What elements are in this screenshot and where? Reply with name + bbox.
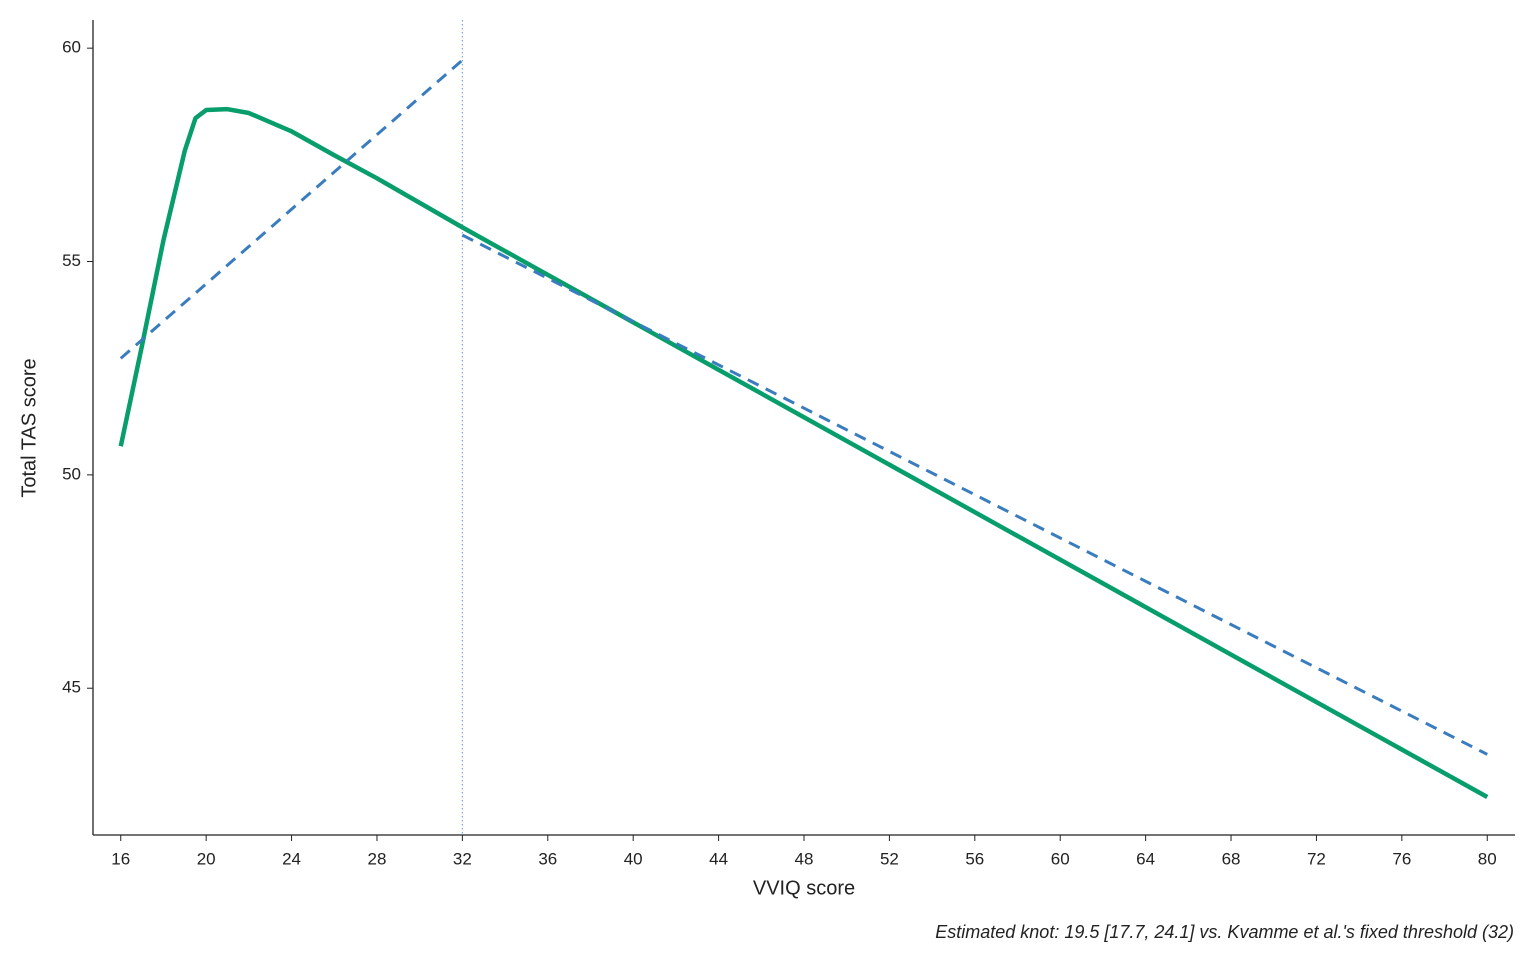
x-tick-label: 72 bbox=[1307, 849, 1326, 868]
x-tick-label: 68 bbox=[1222, 849, 1241, 868]
x-tick-label: 28 bbox=[368, 849, 387, 868]
x-axis-title: VVIQ score bbox=[753, 877, 855, 899]
x-tick-label: 20 bbox=[197, 849, 216, 868]
x-tick-label: 32 bbox=[453, 849, 472, 868]
x-tick-label: 44 bbox=[709, 849, 728, 868]
y-tick-label: 45 bbox=[62, 678, 81, 697]
x-tick-label: 36 bbox=[538, 849, 557, 868]
x-tick-label: 56 bbox=[965, 849, 984, 868]
line bbox=[118, 106, 1489, 799]
x-tick-label: 80 bbox=[1478, 849, 1497, 868]
y-tick-label: 50 bbox=[62, 464, 81, 483]
y-tick-label: 55 bbox=[62, 251, 81, 270]
y-axis-title: Total TAS score bbox=[18, 358, 40, 497]
x-tick-label: 52 bbox=[880, 849, 899, 868]
x-tick-label: 60 bbox=[1051, 849, 1070, 868]
x-tick-label: 48 bbox=[795, 849, 814, 868]
x-tick-label: 16 bbox=[111, 849, 130, 868]
line bbox=[119, 58, 1488, 756]
y-tick-label: 60 bbox=[62, 38, 81, 57]
x-tick-label: 64 bbox=[1136, 849, 1155, 868]
footnote: Estimated knot: 19.5 [17.7, 24.1] vs. Kv… bbox=[935, 922, 1514, 942]
x-tick-label: 24 bbox=[282, 849, 301, 868]
x-tick-label: 40 bbox=[624, 849, 643, 868]
x-tick-label: 76 bbox=[1392, 849, 1411, 868]
